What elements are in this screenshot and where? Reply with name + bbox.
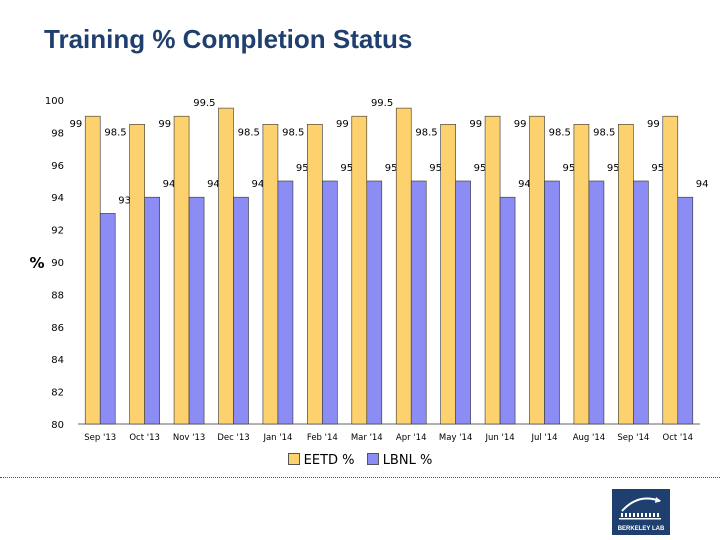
bar-eetd bbox=[84, 115, 101, 425]
bar-lbnl bbox=[144, 196, 160, 425]
bar-lbnl bbox=[499, 196, 516, 425]
data-label-lbnl: 94 bbox=[163, 179, 176, 190]
bar-lbnl bbox=[455, 180, 471, 425]
data-label-lbnl: 94 bbox=[207, 179, 220, 190]
bar-eetd bbox=[395, 107, 412, 425]
bar-lbnl bbox=[277, 180, 294, 425]
data-label-lbnl: 95 bbox=[563, 163, 576, 174]
logo-building-icon bbox=[619, 497, 661, 520]
data-label-lbnl: 95 bbox=[607, 163, 620, 174]
data-label-lbnl: 94 bbox=[252, 179, 265, 190]
bar-chart: 80 82 84 86 88 90 92 94 96 98 100 % 99 93 98.5 94 99 94… bbox=[29, 96, 709, 443]
bar-lbnl bbox=[544, 180, 560, 425]
y-axis-ticks: 80 82 84 86 88 90 92 94 96 98 100 bbox=[45, 96, 64, 431]
legend-swatch-lbnl bbox=[366, 453, 379, 465]
y-tick-label: 96 bbox=[51, 161, 64, 172]
x-tick-label: Sep '14 bbox=[617, 433, 649, 443]
bar-lbnl bbox=[322, 180, 338, 425]
x-tick-label: Jun '14 bbox=[485, 433, 515, 443]
y-axis-label: % bbox=[29, 254, 44, 272]
y-tick-label: 80 bbox=[51, 420, 64, 431]
x-tick-label: May '14 bbox=[439, 433, 472, 443]
bar-lbnl bbox=[188, 196, 205, 425]
y-tick-label: 82 bbox=[51, 388, 64, 399]
legend-label-eetd: EETD % bbox=[303, 453, 355, 468]
bar-eetd bbox=[262, 124, 279, 425]
berkeley-lab-logo: BERKELEY LAB bbox=[612, 489, 670, 535]
data-label-lbnl: 94 bbox=[518, 179, 531, 190]
y-tick-label: 98 bbox=[51, 128, 64, 139]
data-label-eetd: 98.5 bbox=[238, 127, 260, 138]
x-tick-label: Dec '13 bbox=[217, 433, 249, 443]
x-tick-label: Mar '14 bbox=[351, 433, 383, 443]
data-label-lbnl: 95 bbox=[340, 163, 353, 174]
y-tick-label: 100 bbox=[45, 96, 64, 107]
bar-lbnl bbox=[233, 196, 249, 425]
y-tick-label: 84 bbox=[51, 355, 64, 366]
bar-eetd bbox=[307, 124, 323, 425]
bar-eetd bbox=[351, 115, 368, 425]
data-label-eetd: 99 bbox=[647, 119, 660, 130]
bar-eetd bbox=[440, 124, 456, 425]
bar-lbnl bbox=[99, 213, 116, 425]
chart-title: Training % Completion Status bbox=[44, 24, 413, 54]
x-tick-label: Apr '14 bbox=[396, 433, 427, 443]
y-tick-label: 94 bbox=[51, 193, 64, 204]
y-tick-label: 90 bbox=[51, 258, 64, 269]
data-label-eetd: 99 bbox=[514, 119, 527, 130]
bars: 99 93 98.5 94 99 94 99.5 94 98.5 95 98.5 95 99 95 99.5… bbox=[69, 98, 709, 425]
data-label-eetd: 98.5 bbox=[415, 127, 437, 138]
x-tick-label: Oct '13 bbox=[129, 433, 160, 443]
bar-lbnl bbox=[366, 180, 383, 425]
logo-text: BERKELEY LAB bbox=[617, 526, 665, 532]
data-label-lbnl: 95 bbox=[429, 163, 442, 174]
data-label-eetd: 98.5 bbox=[282, 127, 304, 138]
data-label-eetd: 99 bbox=[69, 119, 82, 130]
x-tick-label: Aug '14 bbox=[573, 433, 605, 443]
data-label-eetd: 99.5 bbox=[371, 98, 393, 109]
y-tick-label: 92 bbox=[51, 226, 64, 237]
x-tick-label: Sep '13 bbox=[84, 433, 116, 443]
data-label-lbnl: 93 bbox=[118, 195, 131, 206]
bar-lbnl bbox=[677, 196, 694, 425]
legend: EETD % LBNL % bbox=[0, 453, 720, 468]
data-label-eetd: 99.5 bbox=[193, 98, 215, 109]
y-tick-label: 88 bbox=[51, 290, 64, 301]
data-label-eetd: 99 bbox=[469, 119, 482, 130]
legend-label-lbnl: LBNL % bbox=[382, 453, 433, 468]
x-tick-label: Oct '14 bbox=[663, 433, 694, 443]
data-label-eetd: 98.5 bbox=[549, 127, 571, 138]
x-axis-ticks: Sep '13 Oct '13 Nov '13 Dec '13 Jan '14 Feb '… bbox=[84, 433, 693, 443]
data-label-lbnl: 95 bbox=[385, 163, 398, 174]
data-label-eetd: 99 bbox=[336, 119, 349, 130]
x-tick-label: Jan '14 bbox=[262, 433, 292, 443]
bar-eetd bbox=[218, 107, 234, 425]
bar-lbnl bbox=[410, 180, 427, 425]
legend-item-eetd: EETD % bbox=[287, 453, 355, 468]
footer-divider bbox=[0, 477, 720, 478]
x-tick-label: Feb '14 bbox=[307, 433, 338, 443]
bar-eetd bbox=[484, 115, 501, 425]
bar-eetd bbox=[529, 115, 545, 425]
legend-swatch-eetd bbox=[287, 453, 300, 465]
bar-eetd bbox=[573, 124, 590, 425]
bar-eetd bbox=[618, 124, 634, 425]
legend-item-lbnl: LBNL % bbox=[366, 453, 433, 468]
bar-eetd bbox=[129, 124, 145, 425]
data-label-lbnl: 95 bbox=[296, 163, 309, 174]
data-label-lbnl: 94 bbox=[696, 179, 709, 190]
data-label-lbnl: 95 bbox=[474, 163, 487, 174]
bar-lbnl bbox=[588, 180, 605, 425]
y-tick-label: 86 bbox=[51, 323, 64, 334]
data-label-eetd: 98.5 bbox=[593, 127, 615, 138]
bar-eetd bbox=[173, 115, 190, 425]
data-label-lbnl: 95 bbox=[651, 163, 664, 174]
x-tick-label: Nov '13 bbox=[173, 433, 205, 443]
bar-eetd bbox=[662, 115, 679, 425]
bar-lbnl bbox=[633, 180, 649, 425]
data-label-eetd: 98.5 bbox=[104, 127, 126, 138]
data-label-eetd: 99 bbox=[158, 119, 171, 130]
x-tick-label: Jul '14 bbox=[530, 433, 557, 443]
